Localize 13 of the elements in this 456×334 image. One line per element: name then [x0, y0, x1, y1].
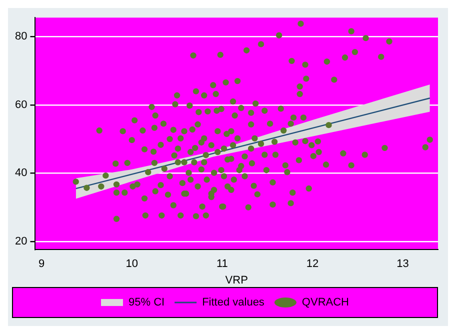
y-tick-label: 80 [14, 30, 28, 43]
x-tick-label: 13 [396, 258, 409, 270]
x-tick-label: 12 [306, 258, 319, 270]
legend-label: Fitted values [202, 296, 265, 309]
x-tick-label: 11 [216, 258, 228, 270]
x-tick-label: 10 [126, 258, 138, 270]
legend-label: 95% CI [128, 296, 165, 309]
x-tick-label: 9 [38, 258, 45, 270]
y-tick-label: 40 [14, 167, 28, 180]
y-tick-label: 20 [14, 235, 28, 248]
x-axis-title: VRP [225, 274, 248, 286]
legend-label: QVRACH [302, 296, 350, 309]
y-tick-label: 60 [14, 98, 28, 111]
